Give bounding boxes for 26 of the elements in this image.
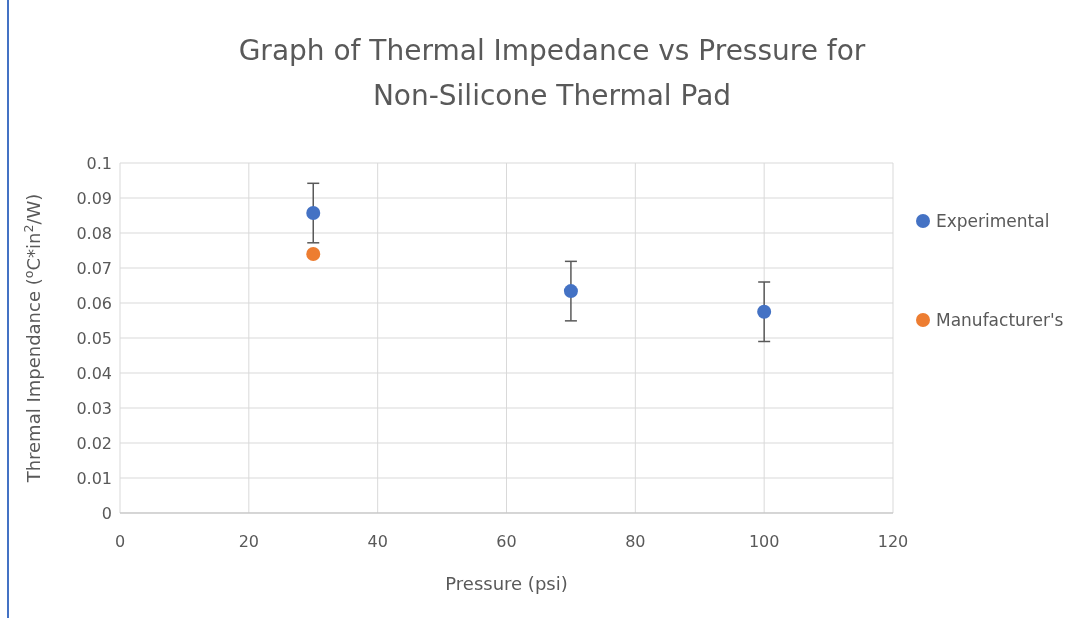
point bbox=[757, 304, 772, 319]
x-tick-label: 0 bbox=[114, 532, 126, 551]
y-tick-label: 0.09 bbox=[76, 188, 112, 208]
point bbox=[563, 284, 578, 299]
point bbox=[306, 206, 321, 221]
y-tick-label: 0.04 bbox=[76, 363, 112, 383]
x-tick-label: 120 bbox=[877, 532, 909, 551]
y-tick-label: 0.07 bbox=[76, 258, 112, 278]
x-tick-label: 100 bbox=[748, 532, 780, 551]
y-tick-label: 0.01 bbox=[76, 468, 112, 488]
x-axis-title: Pressure (psi) bbox=[445, 573, 568, 594]
x-tick-label: 40 bbox=[367, 532, 388, 551]
y-tick-label: 0.05 bbox=[76, 328, 112, 348]
y-tick-label: 0.02 bbox=[76, 433, 112, 453]
y-tick-label: 0.08 bbox=[76, 223, 112, 243]
legend-label: Experimental bbox=[936, 210, 1050, 231]
x-tick-label: 60 bbox=[496, 532, 517, 551]
legend-label: Manufacturer's bbox=[936, 309, 1064, 330]
x-tick-label: 20 bbox=[238, 532, 260, 551]
point bbox=[306, 247, 321, 261]
y-tick-label: 0.03 bbox=[76, 398, 112, 418]
y-tick-label: 0 bbox=[101, 503, 112, 523]
y-tick-label: 0.06 bbox=[76, 293, 112, 313]
y-tick-label: 0.1 bbox=[86, 153, 112, 173]
chart-title: Graph of Thermal Impedance vs Pressure for Non-Silicone Thermal Pad bbox=[238, 34, 866, 112]
x-tick-label: 80 bbox=[625, 532, 646, 551]
